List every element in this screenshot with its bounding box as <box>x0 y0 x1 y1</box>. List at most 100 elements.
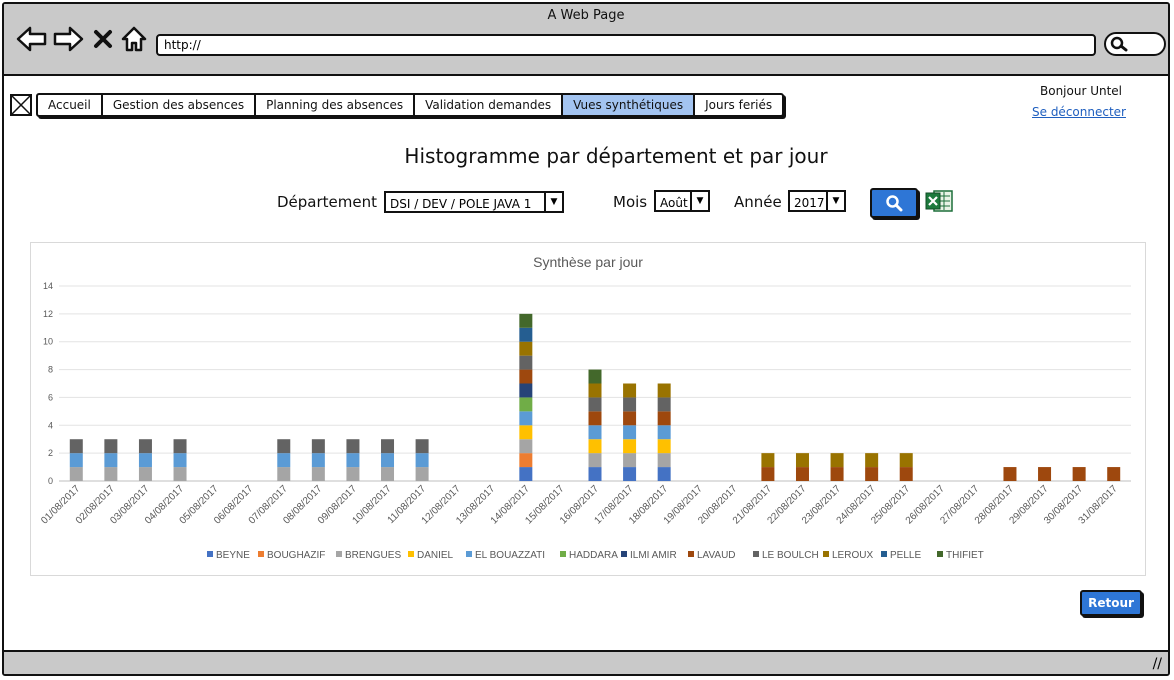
logout-link[interactable]: Se déconnecter <box>1032 105 1126 119</box>
tab-accueil[interactable]: Accueil <box>38 95 103 115</box>
month-label: Mois <box>613 193 648 211</box>
bar-segment <box>519 425 533 440</box>
legend-swatch <box>823 551 829 557</box>
bar-segment <box>173 439 187 454</box>
bar-segment <box>381 439 395 454</box>
bar-segment <box>138 439 152 454</box>
bar-segment <box>623 397 637 412</box>
legend-label: DANIEL <box>417 550 454 561</box>
tab-gestion-absences[interactable]: Gestion des absences <box>103 95 257 115</box>
legend-swatch <box>258 551 264 557</box>
legend-label: LE BOULCH <box>762 550 819 561</box>
department-select[interactable]: DSI / DEV / POLE JAVA 1 ▼ <box>384 191 564 213</box>
bar-segment <box>519 313 533 328</box>
bar-segment <box>415 467 429 481</box>
y-tick-label: 4 <box>48 420 53 430</box>
bar-segment <box>1072 467 1086 481</box>
bar-segment <box>795 467 809 481</box>
legend-swatch <box>207 551 213 557</box>
y-tick-label: 14 <box>43 281 53 291</box>
forward-arrow-icon[interactable] <box>52 24 84 54</box>
dropdown-arrow-icon: ▼ <box>690 192 708 210</box>
bar-segment <box>1038 467 1052 481</box>
bar-segment <box>415 453 429 468</box>
y-tick-label: 8 <box>48 365 53 375</box>
tab-validation-demandes[interactable]: Validation demandes <box>415 95 564 115</box>
stop-icon[interactable] <box>92 24 114 54</box>
bar-segment <box>830 453 844 468</box>
dropdown-arrow-icon: ▼ <box>826 192 844 210</box>
bar-segment <box>381 467 395 481</box>
bar-segment <box>138 453 152 468</box>
bar-segment <box>311 439 325 454</box>
bar-segment <box>588 411 602 426</box>
bar-segment <box>588 397 602 412</box>
department-label: Département <box>277 193 377 211</box>
close-icon[interactable] <box>10 94 32 116</box>
window-title: A Web Page <box>547 8 625 23</box>
home-icon[interactable] <box>120 24 148 54</box>
bar-segment <box>104 439 118 454</box>
year-select[interactable]: 2017 ▼ <box>788 190 846 212</box>
bar-segment <box>588 425 602 440</box>
bar-segment <box>311 453 325 468</box>
chart-panel: Synthèse par jour 0 2 4 6 8 10 12 14 01/08/2017… <box>30 242 1146 576</box>
page-title: Histogramme par département et par jour <box>404 144 828 168</box>
bar-segment <box>519 327 533 342</box>
y-tick-label: 12 <box>43 309 53 319</box>
url-bar[interactable]: http:// <box>156 34 1096 56</box>
legend-label: ILMI AMIR <box>630 550 677 561</box>
back-arrow-icon[interactable] <box>16 24 48 54</box>
bar-segment <box>519 369 533 384</box>
legend-label: PELLE <box>890 550 921 561</box>
bar-segment <box>657 397 671 412</box>
legend-swatch <box>466 551 472 557</box>
bar-segment <box>657 383 671 398</box>
user-greeting: Bonjour Untel <box>1040 84 1123 98</box>
bar-segment <box>657 425 671 440</box>
bar-segment <box>623 467 637 481</box>
legend-swatch <box>688 551 694 557</box>
export-excel-button[interactable] <box>924 188 954 214</box>
tab-planning-absences[interactable]: Planning des absences <box>256 95 416 115</box>
bar-segment <box>761 453 775 468</box>
browser-search-field[interactable] <box>1104 32 1166 56</box>
search-button[interactable] <box>870 188 918 218</box>
tab-vues-synthetiques[interactable]: Vues synthétiques <box>563 95 696 115</box>
resize-grip-icon[interactable]: // <box>1152 656 1162 672</box>
bar-segment <box>173 453 187 468</box>
bar-segment <box>519 341 533 356</box>
back-button[interactable]: Retour <box>1080 590 1142 616</box>
bar-segment <box>657 453 671 468</box>
month-select[interactable]: Août ▼ <box>654 190 710 212</box>
bar-segment <box>588 369 602 384</box>
bar-segment <box>277 453 291 468</box>
bar-segment <box>381 453 395 468</box>
y-tick-label: 2 <box>48 448 53 458</box>
legend-label: BEYNE <box>216 550 250 561</box>
main-nav: Accueil Gestion des absences Planning de… <box>36 93 785 117</box>
bar-segment <box>588 439 602 454</box>
bar-segment <box>519 397 533 412</box>
browser-chrome: A Web Page http:// <box>4 4 1168 76</box>
department-value: DSI / DEV / POLE JAVA 1 <box>390 197 532 211</box>
legend-label: BRENGUES <box>345 550 401 561</box>
bar-segment <box>311 467 325 481</box>
bar-segment <box>346 453 360 468</box>
legend-swatch <box>881 551 887 557</box>
bar-segment <box>346 439 360 454</box>
bar-segment <box>623 453 637 468</box>
bar-segment <box>899 467 913 481</box>
bar-segment <box>1107 467 1121 481</box>
tab-jours-feries[interactable]: Jours feriés <box>705 98 773 112</box>
bar-segment <box>277 439 291 454</box>
search-icon <box>1110 36 1128 52</box>
bar-segment <box>830 467 844 481</box>
bar-segment <box>623 411 637 426</box>
bar-segment <box>623 439 637 454</box>
bar-segment <box>519 355 533 370</box>
bar-segment <box>795 453 809 468</box>
bar-segment <box>657 411 671 426</box>
legend-label: THIFIET <box>946 550 984 561</box>
